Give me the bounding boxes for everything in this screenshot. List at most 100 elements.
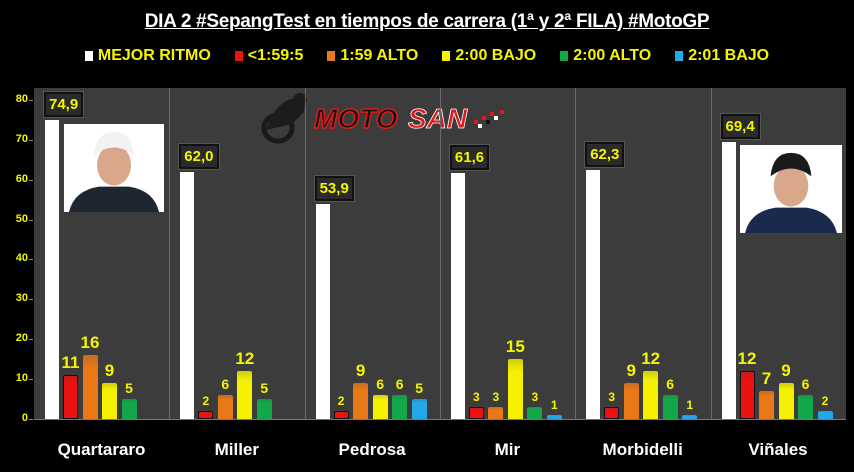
y-tick-mark bbox=[29, 299, 33, 301]
bar-value-label: 12 bbox=[641, 349, 661, 369]
bar-mejor-ritmo bbox=[586, 170, 601, 419]
bar-1-59-alto bbox=[759, 391, 774, 419]
bar-value-label: 15 bbox=[505, 337, 525, 357]
motosan-logo: MOTO SAN bbox=[261, 93, 504, 144]
x-category-label: Miller bbox=[214, 440, 259, 459]
checkered-flag-icon bbox=[474, 110, 504, 128]
y-tick-label: 20 bbox=[15, 332, 28, 345]
bar-2-00-alto bbox=[392, 395, 408, 419]
group-divider bbox=[439, 88, 441, 419]
bar-value-label: 11 bbox=[61, 353, 80, 373]
bar-2-01-bajo bbox=[817, 411, 833, 419]
bar-mejor-ritmo bbox=[180, 171, 195, 419]
x-category-label: Morbidelli bbox=[602, 440, 683, 459]
bar--1-59-5 bbox=[468, 407, 484, 419]
y-tick-label: 70 bbox=[15, 132, 28, 145]
y-tick-label: 0 bbox=[21, 412, 28, 424]
bar-2-00-bajo bbox=[102, 383, 117, 419]
bar-1-59-alto bbox=[488, 407, 504, 419]
bar-value-label: 3 bbox=[608, 390, 616, 405]
legend-label: 2:01 BAJO bbox=[688, 47, 770, 64]
bar-2-00-bajo bbox=[507, 359, 523, 419]
logo-text-moto: MOTO bbox=[314, 103, 398, 134]
legend-label: 1:59 ALTO bbox=[340, 47, 419, 64]
bar-2-00-alto bbox=[662, 395, 678, 419]
vinales-photo bbox=[740, 145, 842, 233]
best-pace-value-label: 62,3 bbox=[584, 141, 626, 169]
best-pace-value-label: 61,6 bbox=[448, 144, 491, 172]
legend-swatch bbox=[234, 51, 243, 61]
logo-text-san: SAN bbox=[408, 103, 468, 134]
bar-2-00-alto bbox=[798, 395, 813, 419]
bar-mejor-ritmo bbox=[315, 203, 330, 419]
y-tick-label: 10 bbox=[15, 372, 28, 385]
quartararo-photo bbox=[64, 124, 164, 212]
best-pace-value-label: 53,9 bbox=[313, 174, 355, 202]
legend-swatch bbox=[560, 51, 569, 61]
legend-swatch bbox=[327, 51, 336, 61]
x-category-label: Quartararo bbox=[57, 440, 146, 459]
x-category-label: Pedrosa bbox=[338, 440, 406, 459]
bar-2-01-bajo bbox=[411, 399, 427, 419]
bar--1-59-5 bbox=[333, 411, 349, 419]
bar-value-label: 5 bbox=[125, 380, 133, 397]
bar-2-00-alto bbox=[527, 407, 543, 419]
group-divider bbox=[575, 88, 577, 419]
best-pace-value-label: 69,4 bbox=[719, 113, 761, 141]
bar-value-label: 3 bbox=[531, 390, 539, 405]
group-divider bbox=[304, 88, 306, 419]
legend: MEJOR RITMO <1:59:5 1:59 ALTO 2:00 BAJO 2:00… bbox=[0, 47, 854, 65]
bar-2-00-bajo bbox=[643, 371, 659, 419]
bar-value-label: 6 bbox=[395, 376, 404, 393]
legend-item: 2:01 BAJO bbox=[675, 47, 769, 65]
y-tick-label: 30 bbox=[15, 292, 28, 305]
group-divider bbox=[169, 88, 171, 419]
y-tick-mark bbox=[29, 139, 33, 141]
y-tick-mark bbox=[29, 419, 33, 420]
bar-1-59-alto bbox=[217, 395, 233, 419]
x-category-label: Viñales bbox=[748, 440, 808, 459]
bar--1-59-5 bbox=[63, 375, 78, 419]
bar-value-label: 2 bbox=[821, 394, 829, 409]
legend-label: 2:00 BAJO bbox=[455, 47, 537, 64]
legend-label: <1:59:5 bbox=[247, 47, 304, 64]
bar-value-label: 5 bbox=[260, 380, 269, 397]
bar-2-00-bajo bbox=[237, 371, 253, 419]
bar-value-label: 12 bbox=[737, 349, 757, 369]
best-pace-value-label: 74,9 bbox=[42, 91, 85, 119]
bar-value-label: 6 bbox=[801, 376, 810, 393]
bar-1-59-alto bbox=[82, 355, 98, 419]
bar-value-label: 9 bbox=[104, 361, 115, 381]
bar-1-59-alto bbox=[353, 383, 369, 419]
bar-2-00-alto bbox=[121, 399, 137, 419]
legend-swatch bbox=[442, 51, 451, 61]
bar-value-label: 6 bbox=[666, 376, 675, 393]
legend-item: 2:00 BAJO bbox=[442, 47, 536, 65]
legend-label: MEJOR RITMO bbox=[97, 47, 211, 64]
bar-value-label: 12 bbox=[235, 349, 255, 369]
y-tick-mark bbox=[29, 99, 33, 101]
y-tick-label: 60 bbox=[15, 172, 28, 185]
legend-item: MEJOR RITMO bbox=[84, 47, 211, 65]
bar--1-59-5 bbox=[604, 407, 620, 419]
bar-value-label: 9 bbox=[626, 361, 636, 381]
bar-value-label: 6 bbox=[221, 376, 230, 393]
bar-value-label: 1 bbox=[686, 398, 694, 412]
y-tick-mark bbox=[29, 339, 33, 341]
bar-1-59-alto bbox=[623, 383, 639, 419]
plot-area: MOTO SAN 74,9 11 16 9 5 62,0 2 6 12 5 53,9 2 9 6 6 5 61,… bbox=[34, 88, 846, 420]
bar-value-label: 6 bbox=[376, 376, 384, 393]
bar-value-label: 9 bbox=[355, 361, 366, 381]
bar-2-00-alto bbox=[256, 399, 272, 419]
y-tick-label: 50 bbox=[15, 212, 28, 225]
y-tick-mark bbox=[29, 259, 33, 261]
bar-value-label: 5 bbox=[415, 380, 423, 397]
group-divider bbox=[710, 88, 712, 419]
bar-2-00-bajo bbox=[778, 383, 794, 419]
motorbike-icon bbox=[261, 93, 307, 144]
bar--1-59-5 bbox=[739, 371, 755, 419]
bar-value-label: 2 bbox=[337, 394, 345, 409]
bar-2-01-bajo bbox=[546, 415, 562, 419]
bar-mejor-ritmo bbox=[45, 120, 59, 419]
bar-value-label: 1 bbox=[551, 398, 558, 412]
